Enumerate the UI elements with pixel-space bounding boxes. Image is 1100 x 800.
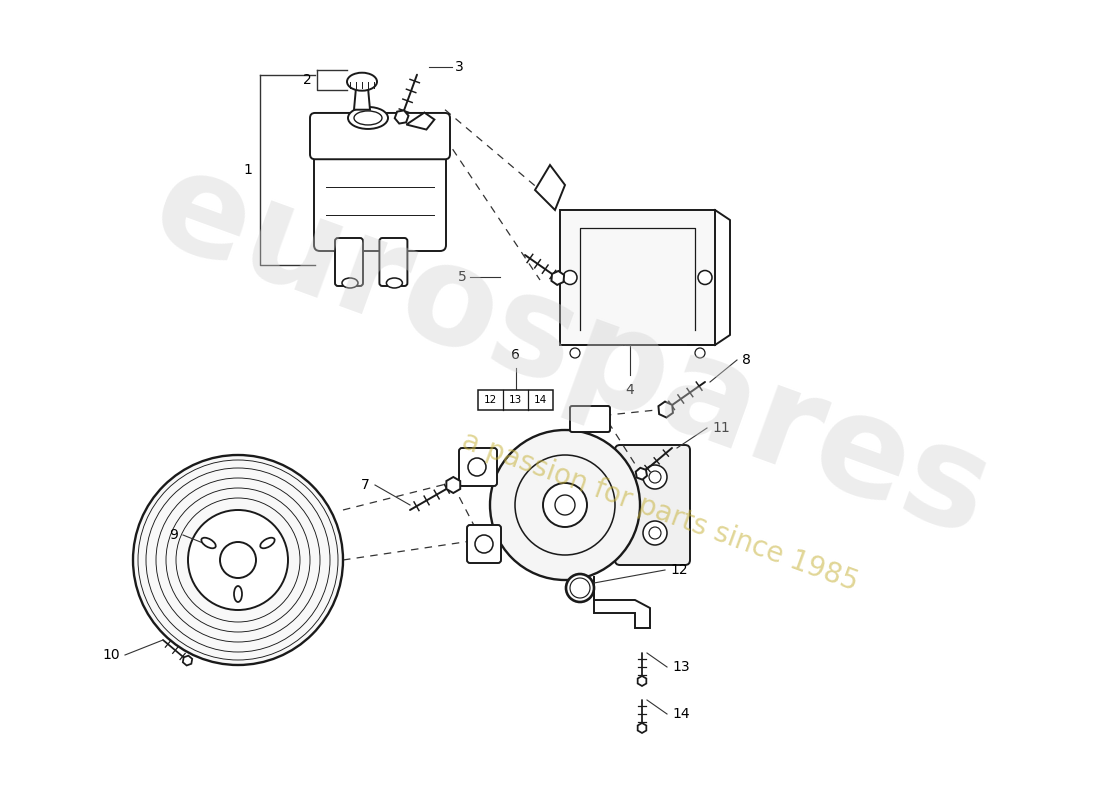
Ellipse shape: [386, 278, 403, 288]
Circle shape: [563, 270, 578, 285]
Circle shape: [570, 348, 580, 358]
Text: a passion for parts since 1985: a passion for parts since 1985: [458, 427, 862, 597]
Text: 11: 11: [712, 421, 729, 435]
Ellipse shape: [201, 538, 216, 548]
Text: 14: 14: [534, 395, 547, 405]
Text: eurospares: eurospares: [136, 138, 1008, 566]
Polygon shape: [638, 723, 647, 733]
Circle shape: [133, 455, 343, 665]
Circle shape: [644, 465, 667, 489]
FancyBboxPatch shape: [570, 406, 611, 432]
Text: 10: 10: [102, 648, 120, 662]
Polygon shape: [638, 676, 647, 686]
Bar: [478, 390, 553, 410]
Polygon shape: [535, 165, 565, 210]
Text: 4: 4: [626, 383, 635, 397]
Ellipse shape: [261, 538, 275, 548]
Text: 2: 2: [304, 73, 312, 86]
Circle shape: [468, 458, 486, 476]
FancyBboxPatch shape: [615, 445, 690, 565]
Text: 12: 12: [484, 395, 497, 405]
Circle shape: [556, 495, 575, 515]
Circle shape: [644, 521, 667, 545]
Polygon shape: [594, 576, 650, 628]
Circle shape: [475, 535, 493, 553]
Ellipse shape: [342, 278, 358, 288]
Text: 12: 12: [670, 563, 688, 577]
Text: 14: 14: [672, 707, 690, 721]
Text: 7: 7: [361, 478, 370, 492]
Polygon shape: [354, 88, 370, 110]
Text: 13: 13: [672, 660, 690, 674]
Circle shape: [698, 270, 712, 285]
Circle shape: [188, 510, 288, 610]
FancyBboxPatch shape: [314, 115, 446, 251]
Polygon shape: [636, 468, 647, 480]
Text: 1: 1: [243, 163, 252, 177]
Ellipse shape: [348, 107, 388, 129]
Ellipse shape: [346, 73, 377, 90]
Polygon shape: [560, 210, 715, 345]
Circle shape: [695, 348, 705, 358]
Text: 13: 13: [509, 395, 522, 405]
FancyBboxPatch shape: [459, 448, 497, 486]
Circle shape: [490, 430, 640, 580]
Polygon shape: [551, 271, 564, 285]
FancyBboxPatch shape: [379, 238, 407, 286]
FancyBboxPatch shape: [310, 113, 450, 159]
Circle shape: [543, 483, 587, 527]
Circle shape: [566, 574, 594, 602]
Ellipse shape: [234, 586, 242, 602]
Text: 5: 5: [459, 270, 468, 284]
Text: 9: 9: [169, 528, 178, 542]
Circle shape: [220, 542, 256, 578]
Polygon shape: [395, 110, 408, 123]
Text: 6: 6: [512, 348, 520, 362]
Text: 3: 3: [455, 60, 464, 74]
Polygon shape: [659, 402, 673, 418]
Polygon shape: [406, 113, 434, 130]
FancyBboxPatch shape: [468, 525, 500, 563]
FancyBboxPatch shape: [336, 238, 363, 286]
Polygon shape: [447, 477, 460, 493]
Text: 8: 8: [742, 353, 751, 367]
Polygon shape: [183, 656, 192, 666]
